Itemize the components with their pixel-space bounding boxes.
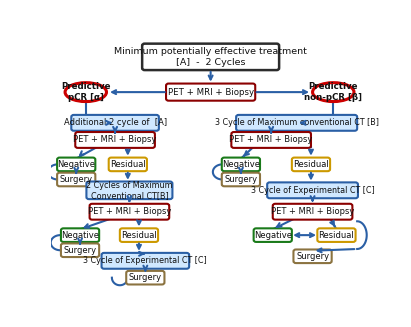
Text: PET + MRI + Biopsy: PET + MRI + Biopsy <box>229 135 313 145</box>
FancyBboxPatch shape <box>61 243 99 257</box>
FancyBboxPatch shape <box>317 228 356 242</box>
FancyBboxPatch shape <box>293 250 332 263</box>
Text: Surgery: Surgery <box>129 273 162 282</box>
Text: Minimum potentially effective treatment
[A]  -  2 Cycles: Minimum potentially effective treatment … <box>114 47 307 67</box>
Text: Negative: Negative <box>61 231 99 240</box>
FancyBboxPatch shape <box>222 173 260 186</box>
FancyBboxPatch shape <box>254 228 292 242</box>
FancyBboxPatch shape <box>109 158 147 171</box>
FancyBboxPatch shape <box>231 132 311 148</box>
FancyBboxPatch shape <box>71 115 159 131</box>
Text: 3 Cycle of Experimental CT [C]: 3 Cycle of Experimental CT [C] <box>83 256 207 265</box>
FancyBboxPatch shape <box>86 181 173 199</box>
Text: 2 Cycles of Maximum
Conventional CT[B]: 2 Cycles of Maximum Conventional CT[B] <box>86 181 173 200</box>
FancyBboxPatch shape <box>120 228 158 242</box>
Text: Surgery: Surgery <box>60 175 93 184</box>
FancyBboxPatch shape <box>102 253 189 269</box>
Text: Residual: Residual <box>293 160 329 169</box>
Text: Predictive
pCR [α]: Predictive pCR [α] <box>61 82 111 102</box>
Text: PET + MRI + Biopsy: PET + MRI + Biopsy <box>88 207 171 216</box>
FancyBboxPatch shape <box>166 84 255 101</box>
Text: Surgery: Surgery <box>296 252 329 261</box>
Text: Negative: Negative <box>57 160 95 169</box>
FancyBboxPatch shape <box>57 158 95 171</box>
FancyBboxPatch shape <box>292 158 330 171</box>
Text: Residual: Residual <box>121 231 157 240</box>
Text: 3 Cycle of Maximum conventional CT [B]: 3 Cycle of Maximum conventional CT [B] <box>215 118 379 127</box>
Text: Surgery: Surgery <box>63 246 97 255</box>
Text: 3 Cycle of Experimental CT [C]: 3 Cycle of Experimental CT [C] <box>251 186 374 195</box>
Text: PET + MRI + Biopsy: PET + MRI + Biopsy <box>168 88 254 96</box>
Text: Negative: Negative <box>222 160 260 169</box>
Text: Negative: Negative <box>254 231 292 240</box>
Text: Additional 2 cycle of  [A]: Additional 2 cycle of [A] <box>64 118 166 127</box>
Text: Residual: Residual <box>319 231 354 240</box>
FancyBboxPatch shape <box>57 173 95 186</box>
Text: Predictive
non-pCR [β]: Predictive non-pCR [β] <box>304 82 362 102</box>
Text: Residual: Residual <box>110 160 145 169</box>
FancyBboxPatch shape <box>61 228 99 242</box>
Text: Surgery: Surgery <box>224 175 257 184</box>
Ellipse shape <box>312 83 354 102</box>
FancyBboxPatch shape <box>90 204 169 220</box>
Ellipse shape <box>65 83 106 102</box>
FancyBboxPatch shape <box>126 271 164 284</box>
FancyBboxPatch shape <box>267 182 358 198</box>
Text: PET + MRI + Biopsy: PET + MRI + Biopsy <box>271 207 354 216</box>
Text: PET + MRI + Biopsy: PET + MRI + Biopsy <box>74 135 157 145</box>
FancyBboxPatch shape <box>142 43 279 70</box>
FancyBboxPatch shape <box>222 158 260 171</box>
FancyBboxPatch shape <box>75 132 155 148</box>
FancyBboxPatch shape <box>273 204 352 220</box>
FancyBboxPatch shape <box>236 115 357 131</box>
